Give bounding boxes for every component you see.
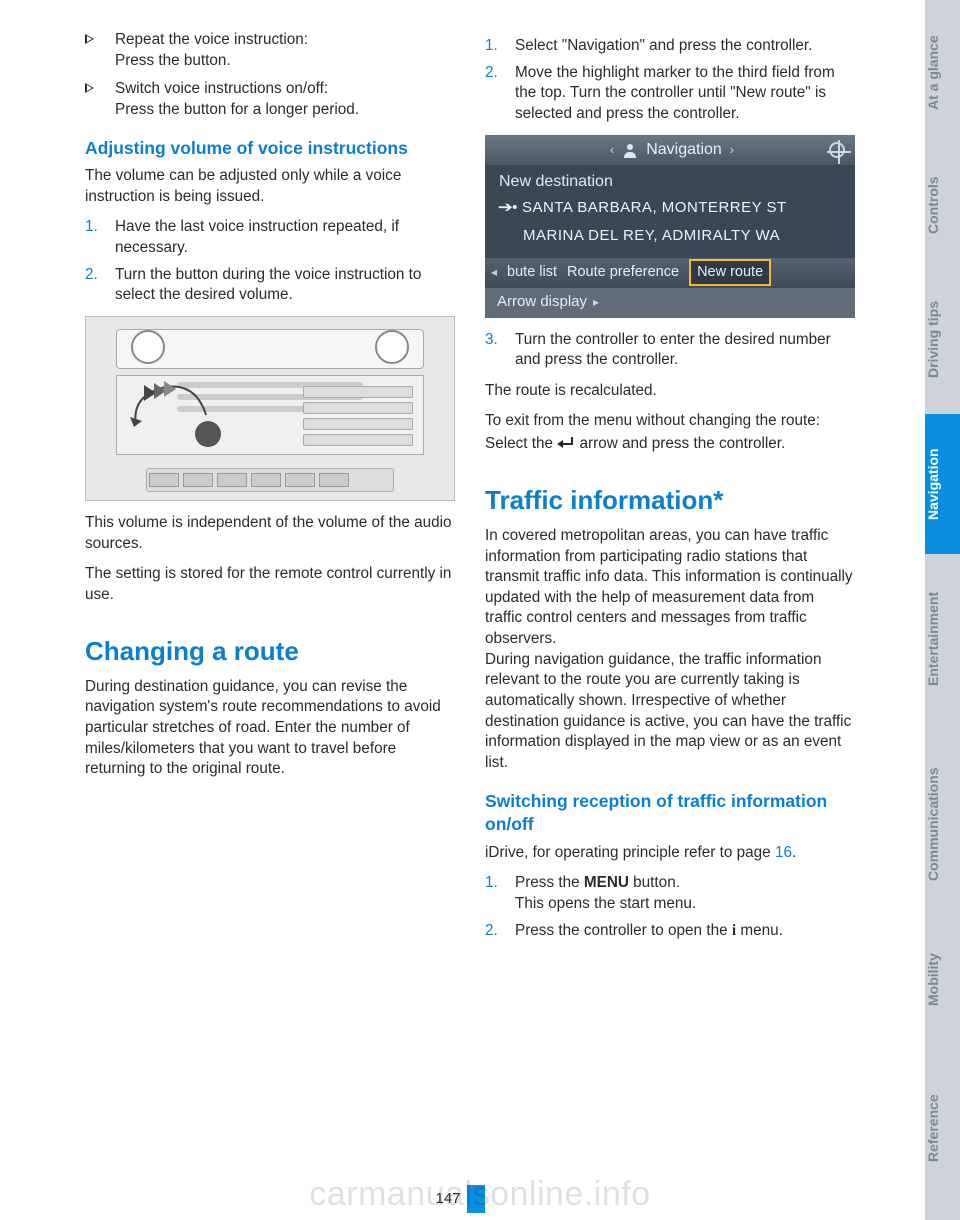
navigation-screenshot: ‹ Navigation › New destination ➔• SANTA …: [485, 135, 855, 318]
page-number: 147: [425, 1187, 484, 1210]
chevron-right-icon: ▸: [593, 294, 599, 310]
page-reference-link[interactable]: 16: [775, 844, 792, 861]
paragraph: The setting is stored for the remote con…: [85, 564, 455, 605]
nav-address-text: SANTA BARBARA, MONTERREY ST: [522, 199, 787, 216]
paragraph: During destination guidance, you can rev…: [85, 677, 455, 780]
nav-new-destination: New destination: [485, 165, 855, 195]
chevron-left-icon: ‹: [610, 141, 614, 159]
numbered-list: 3. Turn the controller to enter the desir…: [485, 330, 855, 371]
heading-traffic-info: Traffic information*: [485, 483, 855, 518]
paragraph: To exit from the menu without changing t…: [485, 411, 855, 432]
nav-tool-item: bute list: [507, 263, 557, 283]
list-item: 2. Turn the button during the voice instr…: [85, 265, 455, 306]
nav-address-line: ➔• SANTA BARBARA, MONTERREY ST: [485, 194, 855, 222]
step-text: Turn the button during the voice instruc…: [115, 266, 421, 304]
tab-driving-tips[interactable]: Driving tips: [925, 264, 960, 414]
nav-tool-item: Route preference: [567, 263, 679, 283]
two-column-layout: Repeat the voice instruction: Press the …: [85, 30, 882, 951]
menu-button-label: MENU: [584, 874, 629, 891]
page-footer: 147: [0, 1187, 910, 1210]
text-fragment: menu.: [736, 922, 783, 939]
paragraph: In covered metropolitan areas, you can h…: [485, 526, 855, 774]
bullet-item: Repeat the voice instruction: Press the …: [85, 30, 455, 71]
tab-entertainment[interactable]: Entertainment: [925, 554, 960, 724]
nav-title: Navigation: [646, 139, 722, 161]
step-number: 1.: [485, 873, 498, 894]
paragraph: This volume is independent of the volume…: [85, 513, 455, 554]
nav-toolbar: ◂ bute list Route preference New route: [485, 258, 855, 288]
side-tabs: At a glance Controls Driving tips Naviga…: [925, 0, 960, 1220]
nav-titlebar: ‹ Navigation ›: [485, 135, 855, 165]
return-arrow-icon: [557, 438, 575, 450]
step-number: 2.: [485, 63, 498, 84]
dashboard-illustration: [85, 316, 455, 501]
step-number: 2.: [85, 265, 98, 286]
person-icon: [622, 142, 638, 158]
nav-bottom-label: Arrow display: [497, 292, 587, 312]
text-fragment: iDrive, for operating principle refer to…: [485, 844, 775, 861]
tab-at-a-glance[interactable]: At a glance: [925, 0, 960, 146]
target-icon: [829, 142, 845, 158]
list-item: 2. Move the highlight marker to the third…: [485, 63, 855, 125]
left-column: Repeat the voice instruction: Press the …: [85, 30, 455, 951]
triangle-bullet-icon: [85, 83, 94, 93]
bullet-item: Switch voice instructions on/off: Press …: [85, 79, 455, 120]
page-number-bar: [467, 1185, 485, 1213]
arrow-right-icon: ➔: [498, 198, 514, 218]
paragraph: The route is recalculated.: [485, 381, 855, 402]
heading-changing-route: Changing a route: [85, 634, 455, 669]
step-text: Select "Navigation" and press the contro…: [515, 37, 812, 54]
bullet-line1: Switch voice instructions on/off:: [115, 80, 328, 97]
triangle-bullet-icon: [85, 34, 94, 44]
page: Repeat the voice instruction: Press the …: [0, 0, 910, 1220]
nav-address-text: MARINA DEL REY, ADMIRALTY WA: [523, 227, 780, 244]
step-number: 2.: [485, 921, 498, 942]
step-number: 3.: [485, 330, 498, 351]
paragraph: Select the arrow and press the controlle…: [485, 434, 855, 455]
bullet-list: Repeat the voice instruction: Press the …: [85, 30, 455, 121]
chevron-left-icon: ◂: [491, 264, 497, 280]
hand-turn-icon: [126, 375, 216, 435]
text-fragment: .: [792, 844, 796, 861]
numbered-list: 1. Select "Navigation" and press the cont…: [485, 36, 855, 125]
heading-adjust-volume: Adjusting volume of voice instructions: [85, 137, 455, 161]
nav-bottom-bar: Arrow display ▸: [485, 288, 855, 318]
tab-mobility[interactable]: Mobility: [925, 924, 960, 1036]
bullet-line1: Repeat the voice instruction:: [115, 31, 308, 48]
page-number-text: 147: [435, 1190, 460, 1207]
text-fragment: Press the: [515, 874, 584, 891]
chevron-right-icon: ›: [730, 141, 734, 159]
tab-controls[interactable]: Controls: [925, 146, 960, 264]
step-number: 1.: [85, 217, 98, 238]
list-item: 2. Press the controller to open the i me…: [485, 921, 855, 942]
paragraph: iDrive, for operating principle refer to…: [485, 843, 855, 864]
bullet-line2: Press the button.: [115, 52, 231, 69]
tab-reference[interactable]: Reference: [925, 1036, 960, 1220]
list-item: 1. Select "Navigation" and press the cont…: [485, 36, 855, 57]
heading-switch-traffic: Switching reception of traffic informati…: [485, 790, 855, 837]
numbered-list: 1. Have the last voice instruction repeat…: [85, 217, 455, 306]
nav-tool-selected: New route: [689, 259, 771, 287]
right-column: 1. Select "Navigation" and press the cont…: [485, 30, 855, 951]
step-text: Move the highlight marker to the third f…: [515, 64, 835, 122]
list-item: 3. Turn the controller to enter the desir…: [485, 330, 855, 371]
nav-address-line: MARINA DEL REY, ADMIRALTY WA: [485, 222, 855, 250]
paragraph: The volume can be adjusted only while a …: [85, 166, 455, 207]
numbered-list: 1. Press the MENU button. This opens the…: [485, 873, 855, 941]
list-item: 1. Have the last voice instruction repeat…: [85, 217, 455, 258]
step-text: Turn the controller to enter the desired…: [515, 331, 831, 369]
list-item: 1. Press the MENU button. This opens the…: [485, 873, 855, 914]
text-fragment: Select the: [485, 435, 557, 452]
text-fragment: arrow and press the controller.: [575, 435, 785, 452]
step-number: 1.: [485, 36, 498, 57]
step-text: Have the last voice instruction repeated…: [115, 218, 399, 256]
bullet-line2: Press the button for a longer period.: [115, 101, 359, 118]
tab-communications[interactable]: Communications: [925, 724, 960, 924]
tab-navigation[interactable]: Navigation: [925, 414, 960, 554]
text-fragment: Press the controller to open the: [515, 922, 732, 939]
